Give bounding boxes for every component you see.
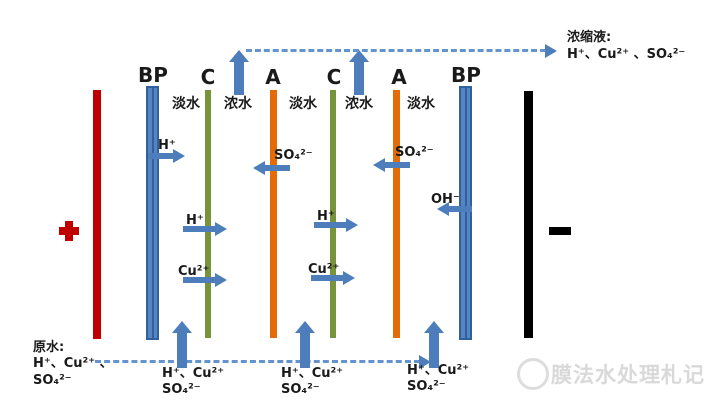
feed-ions-2-line2: SO₄²⁻ bbox=[281, 382, 320, 397]
feed-ions-3-line2: SO₄²⁻ bbox=[407, 379, 446, 394]
channel-label-dilute-2: 淡水 bbox=[289, 96, 317, 112]
ion-arrow-h-c2 bbox=[314, 218, 358, 232]
ion-label-so4-a2: SO₄²⁻ bbox=[395, 145, 434, 160]
raw-water-title: 原水: bbox=[33, 340, 65, 355]
concentrate-outlet-arrow-1 bbox=[229, 50, 249, 95]
ion-label-cu-c1: Cu²⁺ bbox=[178, 264, 210, 279]
concentrate-pipe-arrowhead bbox=[545, 44, 557, 58]
ion-arrow-cu-c1 bbox=[183, 273, 227, 287]
membrane-midline bbox=[151, 88, 154, 338]
concentrate-pipe-dashed-line bbox=[246, 49, 546, 52]
anode-electrode-bar bbox=[93, 90, 101, 339]
feed-ions-2-line1: H⁺、Cu²⁺ bbox=[281, 366, 344, 381]
bipolar-membrane-left bbox=[146, 86, 159, 340]
feed-inlet-arrow-1 bbox=[172, 321, 192, 368]
ion-label-h-c1: H⁺ bbox=[186, 213, 204, 228]
channel-label-dilute-3: 淡水 bbox=[407, 96, 435, 112]
membrane-label-c2: C bbox=[326, 65, 342, 89]
feed-pipe-arrowhead bbox=[419, 355, 431, 369]
cation-membrane-2 bbox=[330, 90, 336, 338]
concentrate-title: 浓缩液: bbox=[567, 30, 612, 45]
ion-label-so4-a1: SO₄²⁻ bbox=[274, 148, 313, 163]
bipolar-membrane-right bbox=[459, 86, 472, 340]
membrane-label-c1: C bbox=[200, 65, 216, 89]
membrane-label-a1: A bbox=[265, 65, 281, 89]
ion-arrow-cu-c2 bbox=[311, 271, 355, 285]
channel-label-concentrate-2: 浓水 bbox=[345, 96, 373, 112]
membrane-label-bp-left: BP bbox=[138, 63, 168, 87]
ion-label-h-c2: H⁺ bbox=[317, 209, 335, 224]
cation-membrane-1 bbox=[205, 90, 211, 338]
feed-ions-1-line1: H⁺、Cu²⁺ bbox=[162, 366, 225, 381]
channel-label-dilute-1: 淡水 bbox=[172, 96, 200, 112]
ion-arrow-oh-bp-right bbox=[437, 202, 472, 216]
anion-membrane-1 bbox=[270, 90, 277, 338]
ion-label-h-bp-left: H⁺ bbox=[158, 138, 176, 153]
membrane-label-bp-right: BP bbox=[451, 63, 481, 87]
plus-sign bbox=[59, 227, 79, 235]
ion-arrow-h-bp-left bbox=[148, 149, 185, 163]
ion-label-cu-c2: Cu²⁺ bbox=[308, 262, 340, 277]
channel-label-concentrate-1: 浓水 bbox=[224, 96, 252, 112]
feed-inlet-arrow-2 bbox=[295, 321, 315, 368]
cathode-electrode-bar bbox=[524, 91, 533, 338]
anion-membrane-2 bbox=[393, 90, 400, 338]
ion-arrow-h-c1 bbox=[183, 222, 227, 236]
raw-water-ions-line1: H⁺、Cu²⁺ 、 bbox=[33, 356, 113, 371]
concentrate-ions: H⁺、Cu²⁺ 、SO₄²⁻ bbox=[567, 47, 686, 62]
raw-water-ions-line2: SO₄²⁻ bbox=[33, 373, 72, 388]
feed-inlet-arrow-3 bbox=[424, 321, 444, 368]
ion-arrow-so4-a1 bbox=[253, 161, 290, 175]
watermark-logo-icon bbox=[517, 358, 549, 390]
membrane-midline bbox=[464, 88, 467, 338]
ion-arrow-so4-a2 bbox=[373, 158, 410, 172]
concentrate-outlet-arrow-2 bbox=[349, 50, 369, 95]
minus-sign bbox=[549, 227, 571, 235]
membrane-label-a2: A bbox=[391, 65, 407, 89]
feed-ions-3-line1: H⁺、Cu²⁺ bbox=[407, 363, 470, 378]
feed-pipe-dashed-line bbox=[95, 360, 420, 363]
watermark-text: 膜法水处理札记 bbox=[551, 363, 705, 387]
feed-ions-1-line2: SO₄²⁻ bbox=[162, 382, 201, 397]
